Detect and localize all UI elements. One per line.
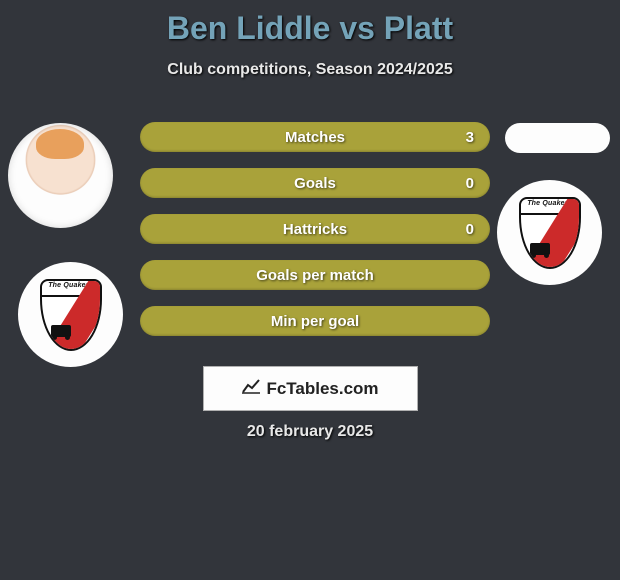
stat-value-left: 3 [466, 129, 474, 146]
stat-label: Goals [294, 175, 336, 192]
player-left-avatar [8, 123, 113, 228]
club-badge-left: The Quakers [18, 262, 123, 367]
footer-brand-text: FcTables.com [266, 379, 378, 399]
stat-value-left: 0 [466, 221, 474, 238]
chart-line-icon [242, 378, 260, 399]
stats-container: Matches 3 Goals 0 Hattricks 0 Goals per … [140, 122, 490, 352]
stat-label: Goals per match [256, 267, 374, 284]
stat-row-min-per-goal: Min per goal [140, 306, 490, 336]
club-badge-right: The Quakers [497, 180, 602, 285]
footer-brand-box: FcTables.com [203, 366, 418, 411]
player-right-avatar [505, 123, 610, 153]
stat-label: Hattricks [283, 221, 347, 238]
stat-row-matches: Matches 3 [140, 122, 490, 152]
stat-value-left: 0 [466, 175, 474, 192]
subtitle: Club competitions, Season 2024/2025 [0, 61, 620, 79]
stat-row-goals-per-match: Goals per match [140, 260, 490, 290]
stat-row-goals: Goals 0 [140, 168, 490, 198]
stat-row-hattricks: Hattricks 0 [140, 214, 490, 244]
page-title: Ben Liddle vs Platt [0, 0, 620, 47]
stat-label: Matches [285, 129, 345, 146]
stat-label: Min per goal [271, 313, 359, 330]
date-label: 20 february 2025 [0, 423, 620, 441]
